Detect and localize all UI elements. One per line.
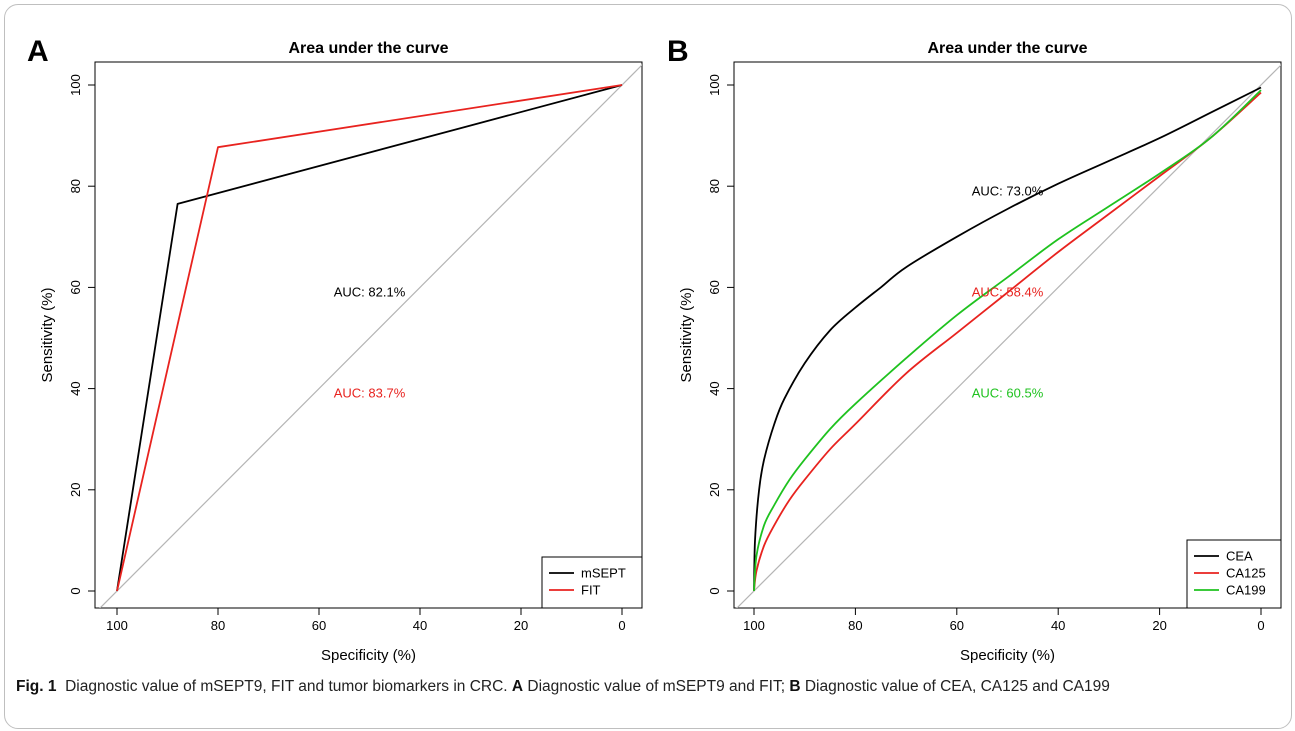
auc-annotation: AUC: 60.5% (972, 386, 1044, 401)
y-tick-label: 0 (68, 587, 83, 594)
series-line-ca199 (753, 89, 1262, 592)
figure-svg: A Area under the curve 100 80 60 40 20 0 0 20 40 60… (27, 35, 1282, 664)
x-tick-label: 60 (312, 618, 326, 633)
legend: CEA CA125 CA199 (1186, 539, 1282, 609)
auc-annotation: AUC: 82.1% (334, 284, 406, 299)
x-tick-label: 0 (1257, 618, 1264, 633)
series-line-fit (116, 84, 623, 592)
series-line-cea (753, 86, 1262, 592)
y-tick-label: 40 (707, 381, 722, 395)
caption-a-label: A (511, 678, 524, 695)
caption-b-text: Diagnostic value of CEA, CA125 and CA199 (804, 678, 1110, 695)
legend-entry: FIT (581, 583, 601, 598)
panel-letter: B (667, 35, 689, 68)
plot-frame (733, 61, 1282, 609)
legend-entry: CA199 (1226, 583, 1266, 598)
x-tick-label: 40 (1051, 618, 1065, 633)
y-axis-label: Sensitivity (%) (678, 287, 695, 382)
y-tick-label: 0 (707, 587, 722, 594)
y-tick-label: 60 (707, 280, 722, 294)
y-tick-label: 100 (68, 74, 83, 96)
x-tick-label: 100 (106, 618, 128, 633)
legend-entry: CEA (1226, 549, 1253, 564)
legend: mSEPT FIT (541, 556, 643, 609)
caption-a-text: Diagnostic value of mSEPT9 and FIT; (527, 678, 786, 695)
x-axis-label: Specificity (%) (960, 647, 1055, 664)
auc-annotation: AUC: 73.0% (972, 183, 1044, 198)
auc-annotation: AUC: 58.4% (972, 284, 1044, 299)
chart-title: Area under the curve (927, 40, 1087, 57)
y-tick-label: 20 (68, 483, 83, 497)
y-tick-label: 60 (68, 280, 83, 294)
chart-panel-a: A Area under the curve 100 80 60 40 20 0 0 20 40 60… (27, 35, 643, 664)
caption-label: Fig. 1 (16, 678, 57, 695)
y-tick-label: 20 (707, 483, 722, 497)
diagonal-reference-line (99, 64, 642, 608)
y-tick-label: 80 (707, 179, 722, 193)
x-tick-label: 20 (514, 618, 528, 633)
legend-box (541, 556, 643, 609)
legend-entry: CA125 (1226, 566, 1266, 581)
figure-frame: A Area under the curve 100 80 60 40 20 0 0 20 40 60… (4, 4, 1292, 729)
x-tick-label: 0 (618, 618, 625, 633)
auc-annotation: AUC: 83.7% (334, 386, 406, 401)
caption-b-label: B (789, 678, 801, 695)
x-tick-label: 60 (950, 618, 964, 633)
plot-frame (94, 61, 643, 609)
x-tick-label: 40 (413, 618, 427, 633)
y-tick-label: 40 (68, 381, 83, 395)
legend-entry: mSEPT (581, 566, 626, 581)
series-line-msept (116, 84, 623, 592)
panel-letter: A (27, 35, 49, 68)
y-axis-label: Sensitivity (%) (39, 287, 56, 382)
x-tick-label: 80 (848, 618, 862, 633)
chart-panel-b: B Area under the curve 100 80 60 40 20 0 0 20 40 60… (667, 35, 1282, 664)
x-tick-label: 20 (1152, 618, 1166, 633)
x-axis-label: Specificity (%) (321, 647, 416, 664)
x-tick-label: 100 (743, 618, 765, 633)
figure-caption: Fig. 1 Diagnostic value of mSEPT9, FIT a… (16, 676, 1278, 697)
x-tick-label: 80 (211, 618, 225, 633)
legend-box (1186, 539, 1282, 609)
y-tick-label: 80 (68, 179, 83, 193)
y-tick-label: 100 (707, 74, 722, 96)
diagonal-reference-line (736, 64, 1281, 608)
series-line-ca125 (753, 91, 1262, 592)
caption-intro: Diagnostic value of mSEPT9, FIT and tumo… (65, 678, 508, 695)
chart-title: Area under the curve (288, 40, 448, 57)
